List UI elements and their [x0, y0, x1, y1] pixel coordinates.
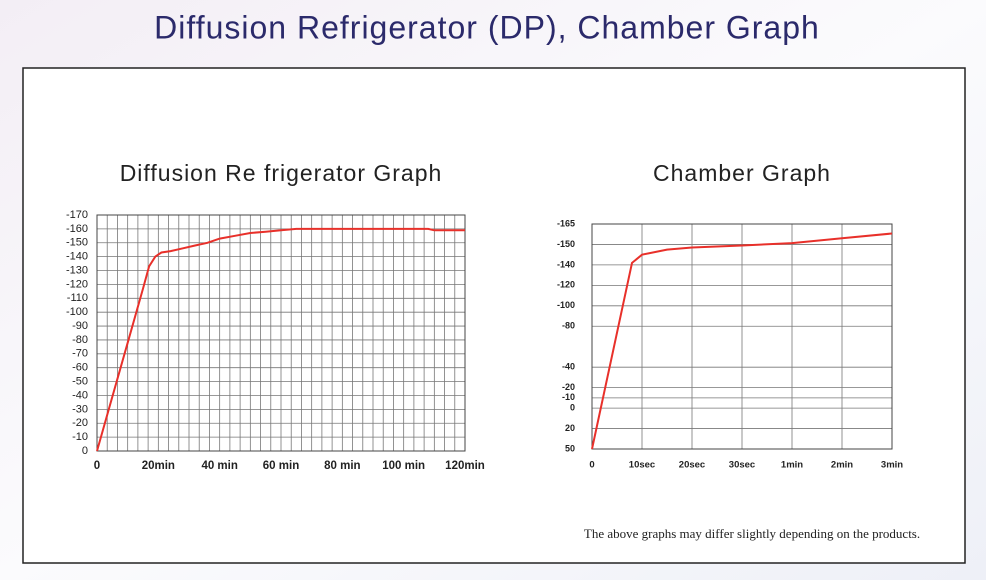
- y-tick-label: -50: [72, 375, 88, 387]
- y-tick-label: -120: [557, 280, 575, 290]
- y-tick-label: -100: [66, 306, 88, 318]
- chart-title: Diffusion Re frigerator Graph: [120, 160, 443, 186]
- y-tick-label: -130: [66, 264, 88, 276]
- y-tick-label: -80: [562, 321, 575, 331]
- y-tick-label: -70: [72, 348, 88, 360]
- x-tick-label: 120min: [445, 460, 485, 472]
- y-tick-label: 0: [570, 402, 575, 412]
- y-tick-label: 50: [565, 443, 575, 453]
- y-tick-label: -140: [66, 251, 88, 263]
- y-tick-label: 20: [565, 423, 575, 433]
- y-tick-label: -150: [66, 237, 88, 249]
- chart-title: Chamber Graph: [653, 160, 831, 186]
- x-tick-label: 2min: [831, 460, 853, 471]
- x-tick-label: 0: [94, 460, 100, 472]
- y-tick-label: -20: [562, 382, 575, 392]
- x-tick-label: 30sec: [729, 460, 755, 471]
- panel: [22, 67, 966, 564]
- x-tick-label: 100 min: [382, 460, 425, 472]
- y-tick-label: -40: [72, 389, 88, 401]
- y-tick-label: -150: [557, 239, 575, 249]
- y-tick-label: -165: [557, 218, 575, 228]
- x-tick-label: 20min: [142, 460, 175, 472]
- y-tick-label: -160: [66, 223, 88, 235]
- x-tick-label: 3min: [881, 460, 903, 471]
- y-tick-label: -90: [72, 320, 88, 332]
- page-title: Diffusion Refrigerator (DP), Chamber Gra…: [154, 9, 820, 45]
- y-tick-label: -80: [72, 334, 88, 346]
- x-tick-label: 40 min: [201, 460, 237, 472]
- plot-frame: [96, 214, 466, 452]
- x-tick-label: 10sec: [629, 460, 655, 471]
- y-tick-label: -10: [72, 431, 88, 443]
- x-tick-label: 80 min: [324, 460, 360, 472]
- x-tick-label: 0: [589, 460, 594, 471]
- data-line: [591, 232, 893, 450]
- y-tick-label: -20: [72, 417, 88, 429]
- y-tick-label: -100: [557, 300, 575, 310]
- x-tick-label: 60 min: [263, 460, 299, 472]
- y-tick-label: -40: [562, 362, 575, 372]
- y-tick-label: -140: [557, 259, 575, 269]
- x-tick-label: 20sec: [679, 460, 705, 471]
- data-line: [96, 227, 465, 452]
- footnote: The above graphs may differ slightly dep…: [584, 526, 920, 541]
- y-tick-label: -120: [66, 278, 88, 290]
- y-tick-label: 0: [82, 445, 88, 457]
- y-tick-label: -30: [72, 403, 88, 415]
- y-tick-label: -110: [67, 292, 88, 304]
- x-tick-label: 1min: [781, 460, 803, 471]
- y-tick-label: -10: [562, 392, 575, 402]
- plot-frame: [591, 223, 893, 450]
- y-tick-label: -170: [66, 209, 88, 221]
- y-tick-label: -60: [72, 362, 88, 374]
